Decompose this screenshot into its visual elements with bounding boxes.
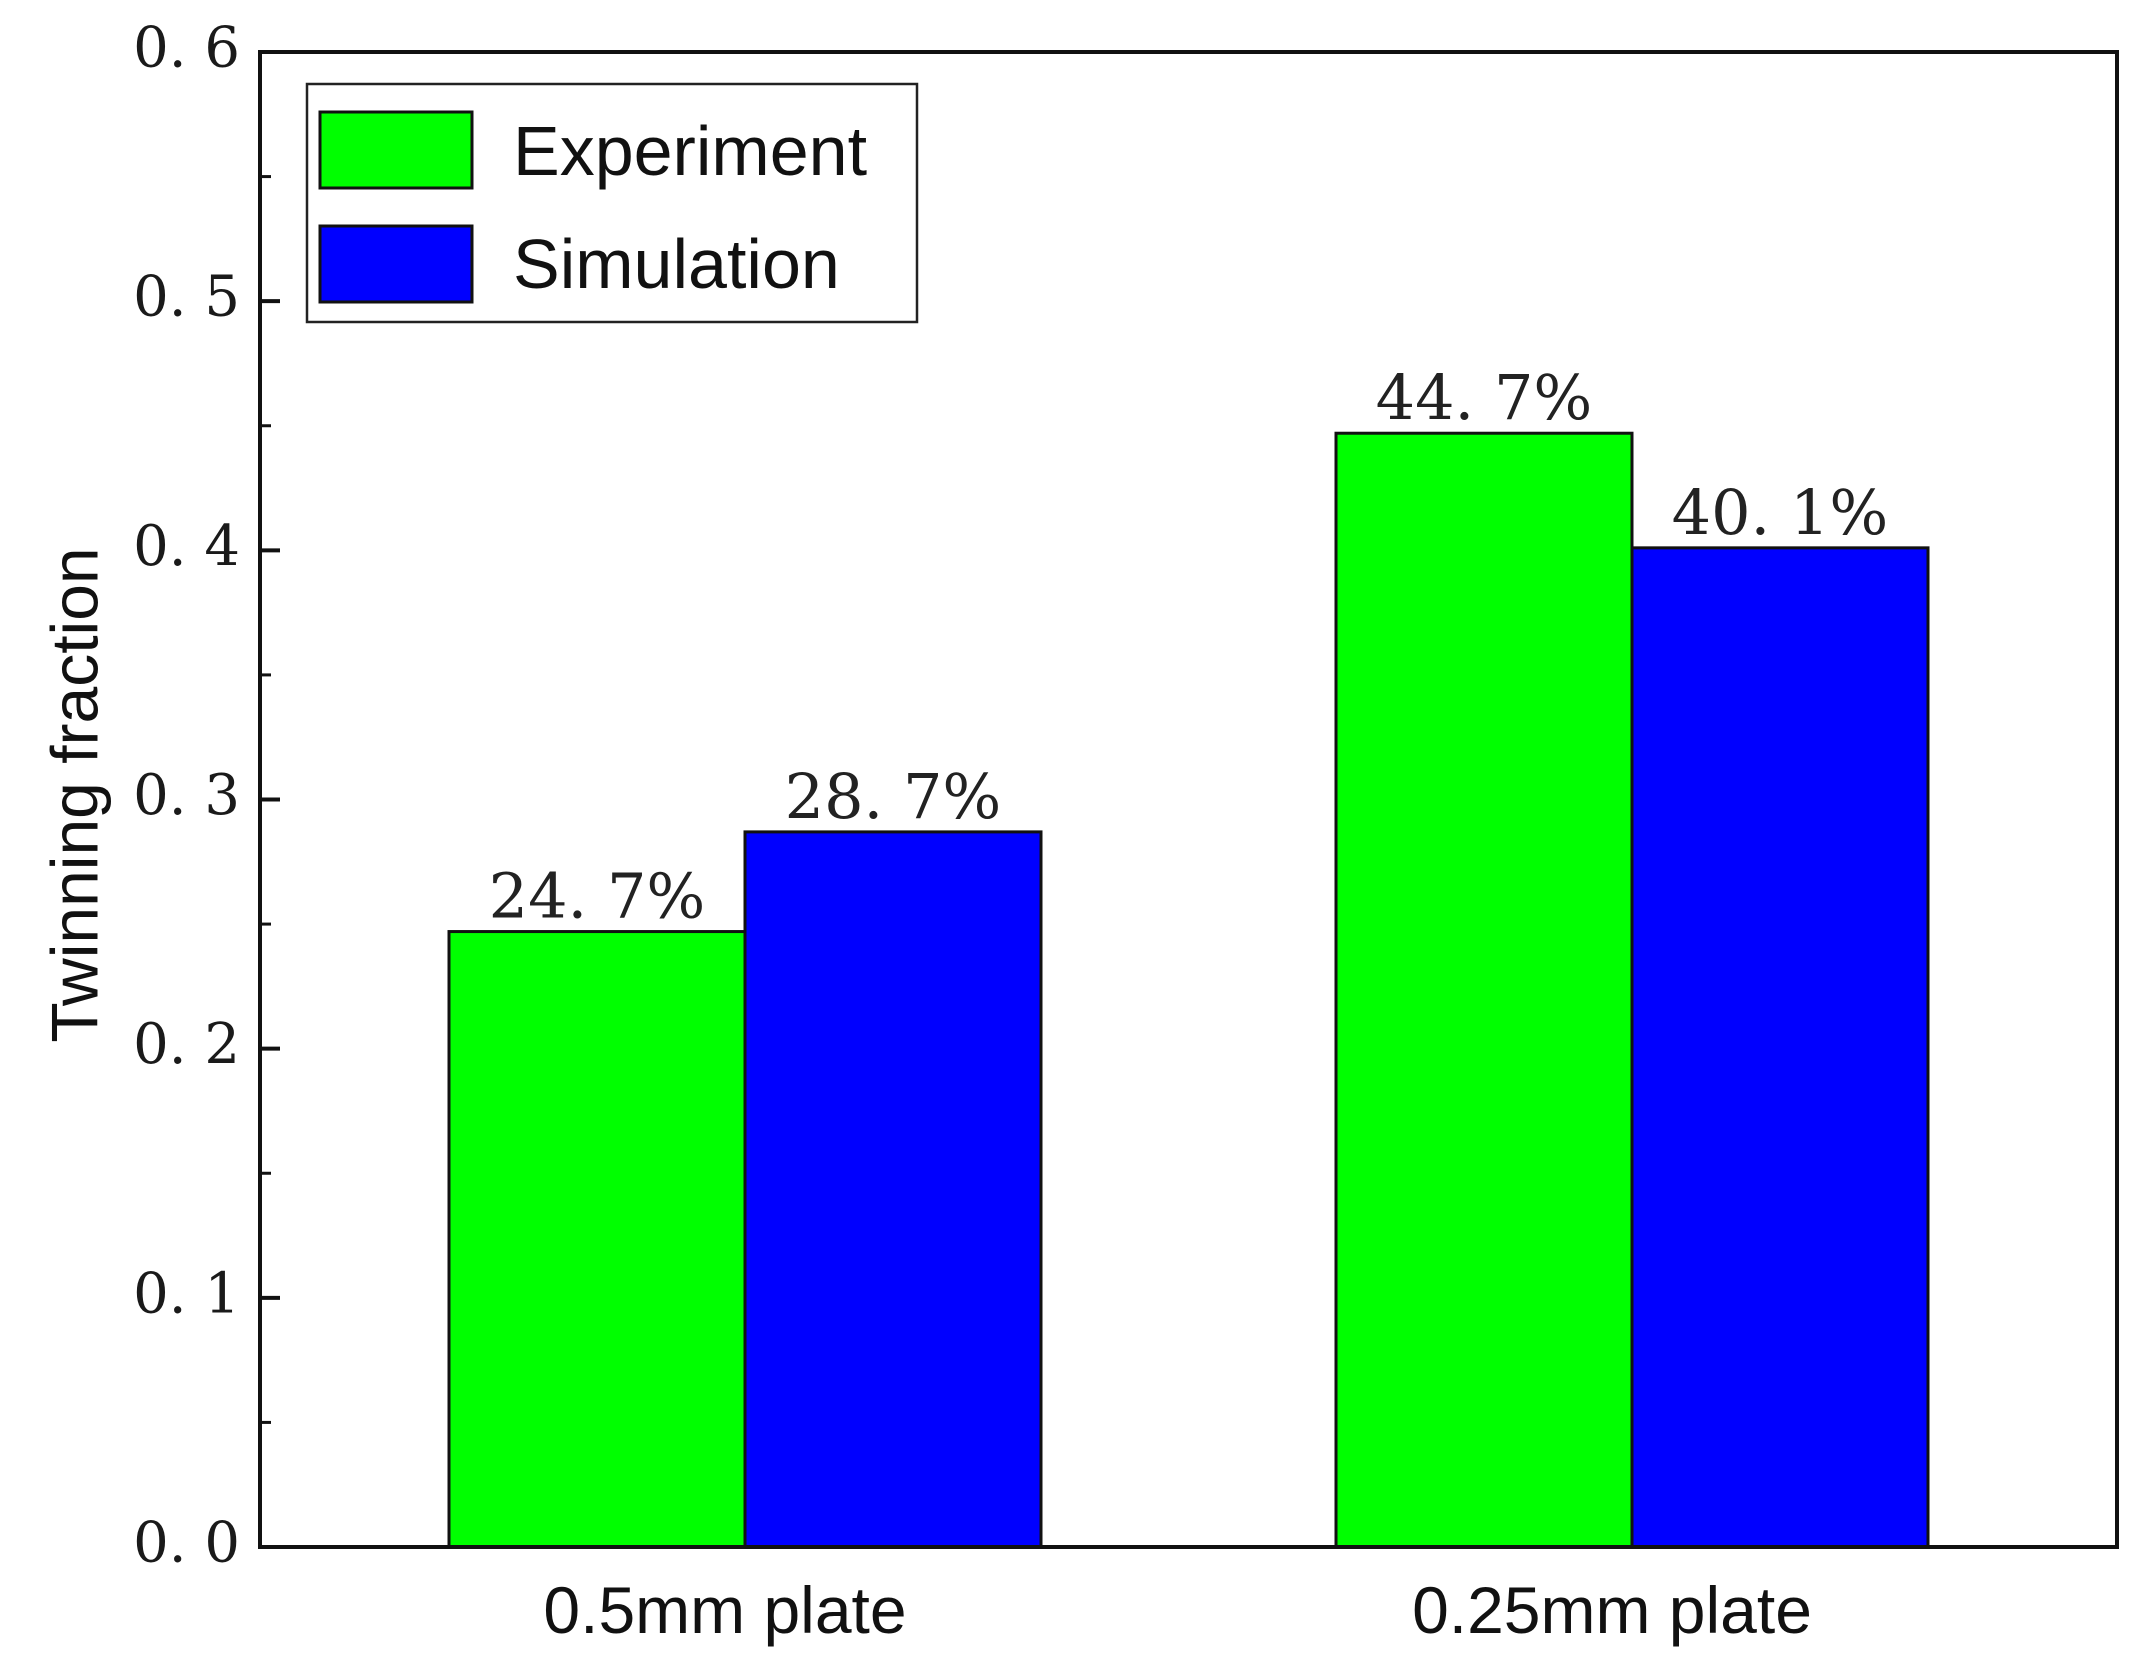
y-axis-ticks: 0. 0 0. 1 0. 2 0. 3 0. 4 0. 5 0. 6 bbox=[133, 16, 280, 1576]
y-tick-label: 0. 4 bbox=[133, 514, 240, 579]
y-tick-label: 0. 6 bbox=[133, 16, 240, 81]
plot-frame bbox=[258, 50, 2119, 1549]
data-label-simulation-1: 28. 7% bbox=[785, 760, 1002, 833]
x-axis-categories: 0.5mm plate 0.25mm plate bbox=[543, 1573, 1812, 1647]
y-tick-label: 0. 5 bbox=[133, 265, 240, 330]
data-label-simulation-2: 40. 1% bbox=[1672, 476, 1889, 549]
legend: Experiment Simulation bbox=[305, 82, 919, 324]
bar-experiment-2 bbox=[1334, 431, 1634, 1549]
x-category-label: 0.25mm plate bbox=[1412, 1573, 1812, 1647]
y-tick-label: 0. 1 bbox=[133, 1261, 240, 1326]
x-category-label: 0.5mm plate bbox=[543, 1573, 906, 1647]
bar-simulation-2 bbox=[1630, 546, 1930, 1549]
legend-label-simulation: Simulation bbox=[513, 225, 840, 303]
legend-label-experiment: Experiment bbox=[513, 112, 867, 190]
y-tick-label: 0. 0 bbox=[133, 1511, 240, 1576]
bar-simulation-1 bbox=[743, 830, 1043, 1549]
bars bbox=[447, 431, 1930, 1549]
legend-swatch-simulation bbox=[318, 224, 474, 304]
data-label-experiment-2: 44. 7% bbox=[1376, 361, 1593, 434]
y-axis-title: Twinning fraction bbox=[37, 547, 111, 1042]
data-label-experiment-1: 24. 7% bbox=[489, 860, 706, 933]
data-labels: 24. 7% 44. 7% 28. 7% 40. 1% bbox=[489, 361, 1889, 932]
y-tick-label: 0. 2 bbox=[133, 1012, 240, 1077]
legend-swatch-experiment bbox=[318, 110, 474, 190]
bar-experiment-1 bbox=[447, 930, 747, 1549]
y-tick-label: 0. 3 bbox=[133, 763, 240, 828]
